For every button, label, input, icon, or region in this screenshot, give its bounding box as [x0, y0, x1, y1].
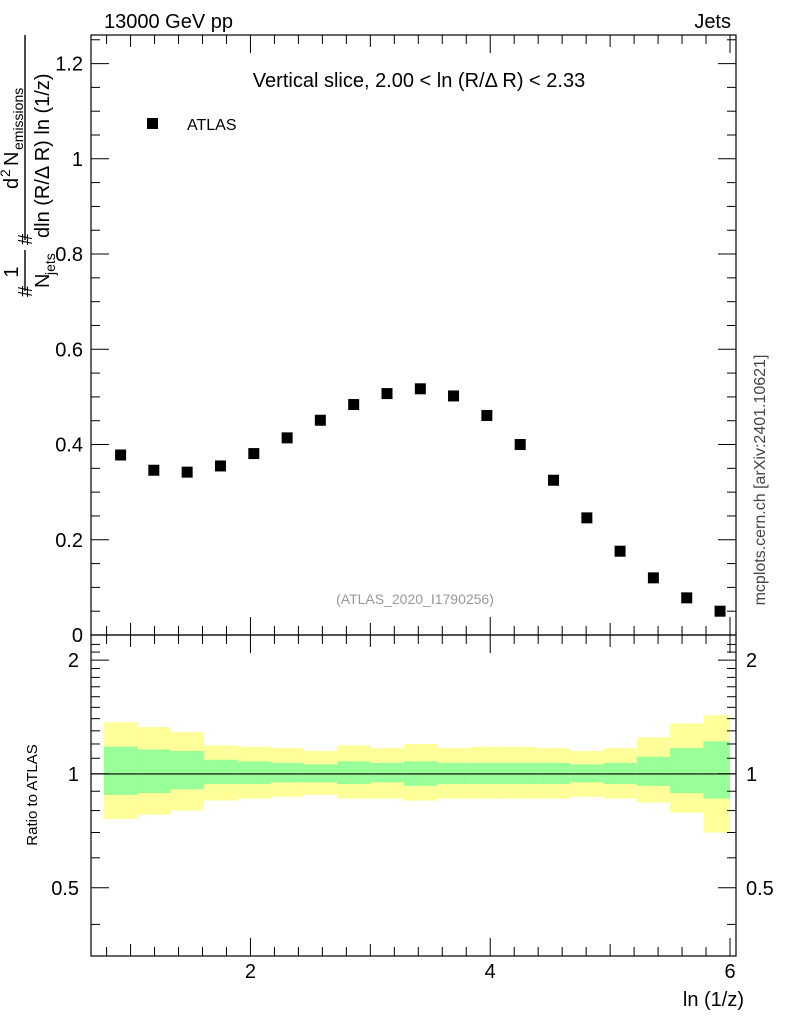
- ratio-y-tick-label-left: 1: [68, 764, 79, 786]
- data-point: [148, 464, 160, 476]
- ratio-band-stat-bin: [270, 762, 304, 783]
- data-point: [647, 572, 659, 584]
- data-point: [281, 432, 293, 444]
- data-point: [348, 399, 360, 411]
- ylabel-n-sub: emissions: [10, 88, 26, 150]
- data-point: [448, 390, 460, 402]
- ylabel-frac-top: 1: [1, 266, 23, 277]
- ratio-y-axis-label: Ratio to ATLAS: [24, 744, 41, 845]
- data-point: [614, 545, 626, 557]
- data-points: [115, 383, 726, 617]
- ratio-band-stat-bin: [103, 746, 138, 795]
- ratio-y-tick-labels: 0.5 0.5 1 1 2 2: [51, 650, 774, 900]
- ratio-band-stat-bin: [337, 761, 371, 785]
- ylabel-d2-sup: 2: [0, 169, 13, 177]
- data-point: [181, 466, 193, 478]
- ratio-band-stat-bin: [137, 749, 171, 794]
- x-tick-label: 4: [485, 961, 496, 983]
- main-y-tick-label: 0.4: [55, 435, 83, 457]
- header-right: Jets: [694, 11, 731, 33]
- data-point: [548, 474, 560, 486]
- main-y-tick-label: 0.2: [55, 530, 83, 552]
- x-axis-label: ln (1/z): [683, 989, 744, 1011]
- main-y-tick-labels: 0.2 0.4 0.6 0.8 1 1.2 0: [55, 54, 83, 647]
- ylabel-frac-bottom-sub: jets: [42, 253, 58, 276]
- x-tick-label: 6: [724, 961, 735, 983]
- ylabel-denominator: dln (R/Δ R) ln (1/z): [32, 73, 54, 238]
- ratio-band-stat-bin: [370, 762, 404, 783]
- data-point: [714, 605, 726, 617]
- ylabel-n: N: [1, 152, 23, 166]
- ylabel-hash-1: #: [15, 285, 37, 297]
- main-y-axis-label: # 1 N jets # d 2 N emissions dln (R/Δ R)…: [0, 35, 58, 297]
- data-point: [414, 383, 426, 395]
- ratio-y-tick-label-right: 2: [746, 650, 757, 672]
- data-point: [214, 460, 226, 472]
- main-y-tick-label: 0.6: [55, 339, 83, 361]
- data-point: [381, 388, 393, 400]
- main-y-tick-label-zero: 0: [72, 625, 83, 647]
- data-point: [248, 448, 260, 460]
- header-left: 13000 GeV pp: [104, 11, 233, 33]
- ratio-band-stat-bin: [636, 756, 671, 786]
- ratio-y-tick-label-left: 2: [68, 650, 79, 672]
- data-point: [115, 449, 127, 461]
- ratio-band-stat-bin: [170, 750, 204, 790]
- ratio-axis-ticks: [91, 643, 736, 925]
- ratio-y-tick-label-right: 1: [746, 764, 757, 786]
- legend-label-atlas: ATLAS: [187, 117, 237, 134]
- legend-marker-atlas: [147, 118, 158, 129]
- main-y-tick-label: 1.2: [55, 54, 83, 76]
- main-y-tick-label: 1: [72, 149, 83, 171]
- data-point: [481, 409, 493, 421]
- data-point: [314, 414, 326, 426]
- analysis-watermark: (ATLAS_2020_I1790256): [336, 591, 494, 607]
- main-axis-ticks: [91, 39, 736, 636]
- ylabel-frac-bottom: N: [32, 274, 54, 288]
- side-label: mcplots.cern.ch [arXiv:2401.10621]: [752, 355, 769, 606]
- ratio-band-stat-bin: [703, 741, 730, 799]
- data-point: [681, 592, 693, 604]
- chart-title: Vertical slice, 2.00 < ln (R/Δ R) < 2.33: [253, 70, 585, 92]
- x-tick-labels: 2 4 6: [245, 961, 736, 983]
- ratio-band-stat-bin: [237, 761, 271, 785]
- x-axis-ticks: [106, 35, 731, 956]
- ratio-y-tick-label-right: 0.5: [746, 878, 774, 900]
- ratio-plot-frame: [90, 634, 737, 957]
- data-point: [581, 512, 593, 524]
- ratio-y-tick-label-left: 0.5: [51, 878, 79, 900]
- ratio-band-stat-bin: [203, 759, 238, 785]
- ylabel-hash-2: #: [15, 233, 37, 245]
- ratio-band-stat-bin: [670, 748, 704, 794]
- ylabel-d2: d: [1, 178, 23, 189]
- main-y-tick-label: 0.8: [55, 244, 83, 266]
- data-point: [514, 439, 526, 451]
- x-tick-label: 2: [245, 961, 256, 983]
